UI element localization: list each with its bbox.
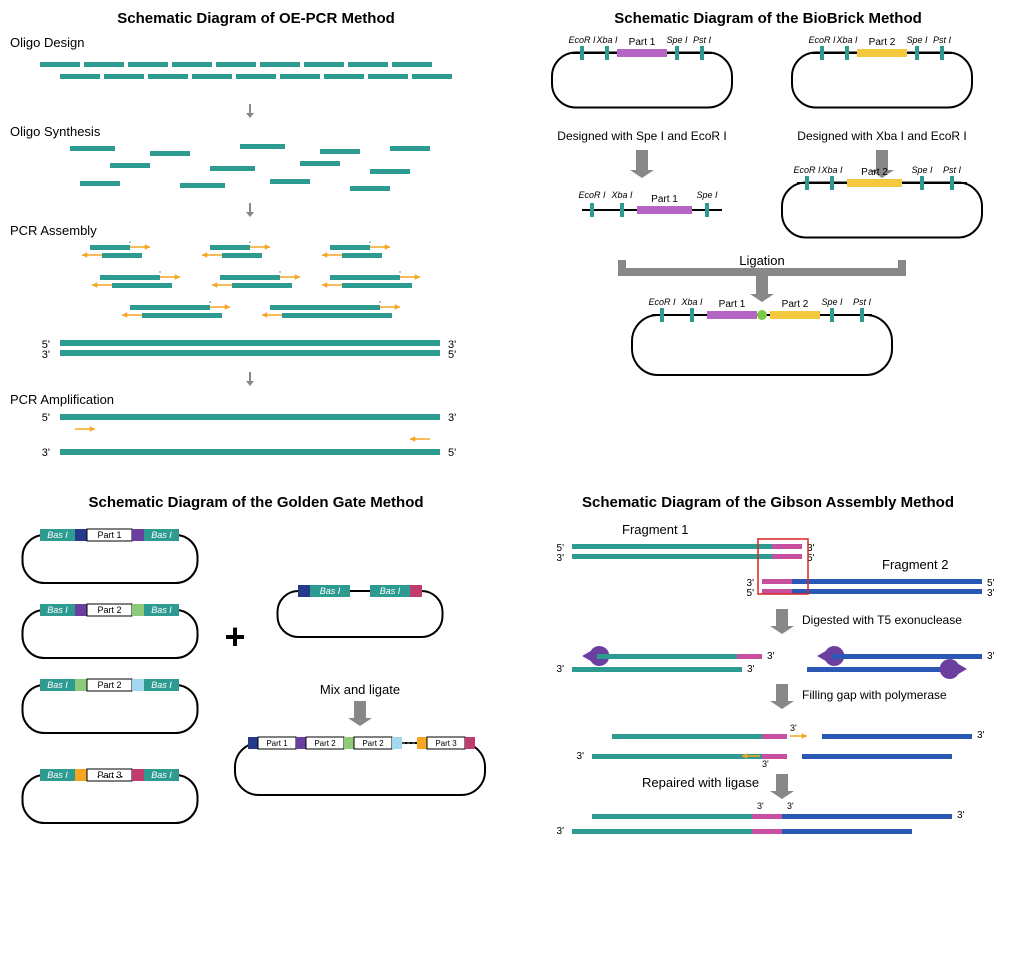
svg-text:Bas I: Bas I	[47, 530, 68, 540]
svg-text:Xba I: Xba I	[595, 35, 618, 45]
panel-title: Schematic Diagram of OE-PCR Method	[10, 10, 502, 27]
svg-text:Designed with Spe I and EcoR I: Designed with Spe I and EcoR I	[557, 129, 726, 143]
svg-text:Designed with Xba I and EcoR I: Designed with Xba I and EcoR I	[797, 129, 966, 143]
svg-text:Mix and ligate: Mix and ligate	[320, 682, 400, 697]
svg-text:3': 3'	[957, 810, 965, 821]
svg-text:Filling gap with polymerase: Filling gap with polymerase	[802, 688, 947, 702]
svg-text:Part 2: Part 2	[869, 37, 896, 48]
svg-text:3': 3'	[747, 664, 755, 675]
oligo-design-svg	[10, 52, 490, 102]
svg-text:Bas I: Bas I	[47, 605, 68, 615]
svg-text:3': 3'	[42, 447, 50, 459]
step-label: Oligo Design	[10, 35, 502, 50]
svg-text:5': 5'	[448, 349, 456, 361]
svg-text:Part 2: Part 2	[314, 739, 336, 748]
oligo-synth-svg	[10, 141, 490, 201]
svg-text:⋯⋯: ⋯⋯	[96, 768, 124, 784]
svg-text:Pst I: Pst I	[693, 35, 712, 45]
svg-text:Pst I: Pst I	[853, 297, 872, 307]
svg-text:Part 2: Part 2	[782, 299, 809, 310]
svg-text:EcoR I: EcoR I	[808, 35, 836, 45]
svg-text:Part 1: Part 1	[97, 530, 121, 540]
svg-text:Part 1: Part 1	[719, 299, 746, 310]
svg-text:Xba I: Xba I	[835, 35, 858, 45]
svg-text:Pst I: Pst I	[933, 35, 952, 45]
svg-text:Bas I: Bas I	[151, 605, 172, 615]
svg-text:3': 3'	[448, 412, 456, 424]
svg-text:Fragment 2: Fragment 2	[882, 557, 948, 572]
svg-text:Repaired with ligase: Repaired with ligase	[642, 775, 759, 790]
svg-text:3': 3'	[42, 349, 50, 361]
svg-text:3': 3'	[577, 751, 585, 762]
svg-text:Bas I: Bas I	[320, 586, 341, 596]
svg-text:Digested with T5 exonuclease: Digested with T5 exonuclease	[802, 613, 962, 627]
panel-title: Schematic Diagram of the Golden Gate Met…	[10, 494, 502, 511]
svg-text:3': 3'	[987, 651, 995, 662]
svg-text:3': 3'	[762, 759, 769, 769]
svg-text:Xba I: Xba I	[610, 190, 633, 200]
svg-text:EcoR I: EcoR I	[568, 35, 596, 45]
svg-text:Part 2: Part 2	[97, 605, 121, 615]
svg-text:EcoR I: EcoR I	[578, 190, 606, 200]
golden-gate-svg: Bas I Part 1 Bas I Bas I Part 2 Bas I Bas I Par…	[10, 519, 500, 899]
panel-title: Schematic Diagram of the Gibson Assembly…	[522, 494, 1014, 511]
svg-text:Bas I: Bas I	[47, 770, 68, 780]
svg-text:3': 3'	[790, 723, 797, 733]
biobrick-panel: Schematic Diagram of the BioBrick Method…	[522, 10, 1014, 474]
oe-pcr-panel: Schematic Diagram of OE-PCR Method Oligo…	[10, 10, 502, 474]
svg-text:5': 5'	[448, 447, 456, 459]
svg-text:EcoR I: EcoR I	[648, 297, 676, 307]
pcr-assembly-svg: 5'3'3'5'	[10, 240, 490, 370]
gibson-svg: Fragment 15'3'3'5'Fragment 23'5'5'3'Dige…	[522, 519, 1012, 929]
step-label: Oligo Synthesis	[10, 124, 502, 139]
svg-text:Spe I: Spe I	[666, 35, 688, 45]
svg-text:Part 2: Part 2	[97, 680, 121, 690]
svg-text:5': 5'	[747, 588, 755, 599]
svg-text:EcoR I: EcoR I	[793, 165, 821, 175]
svg-text:Spe I: Spe I	[911, 165, 933, 175]
svg-text:Pst I: Pst I	[943, 165, 962, 175]
svg-text:Spe I: Spe I	[696, 190, 718, 200]
svg-text:3': 3'	[557, 826, 565, 837]
svg-text:3': 3'	[557, 664, 565, 675]
gibson-panel: Schematic Diagram of the Gibson Assembly…	[522, 494, 1014, 929]
step-label: PCR Amplification	[10, 392, 502, 407]
svg-text:3': 3'	[977, 730, 985, 741]
svg-text:Spe I: Spe I	[906, 35, 928, 45]
svg-text:Part 3: Part 3	[435, 739, 457, 748]
svg-text:Spe I: Spe I	[821, 297, 843, 307]
svg-text:Xba I: Xba I	[680, 297, 703, 307]
svg-text:Xba I: Xba I	[820, 165, 843, 175]
svg-text:Bas I: Bas I	[151, 680, 172, 690]
svg-text:3': 3'	[557, 553, 565, 564]
svg-text:Part 1: Part 1	[629, 37, 656, 48]
svg-text:Fragment 1: Fragment 1	[622, 522, 688, 537]
svg-text:3': 3'	[757, 801, 764, 811]
svg-text:Part 2: Part 2	[861, 167, 888, 178]
svg-text:3': 3'	[987, 588, 995, 599]
svg-text:Bas I: Bas I	[151, 530, 172, 540]
svg-text:Part 1: Part 1	[651, 194, 678, 205]
svg-text:3': 3'	[767, 651, 775, 662]
svg-text:Part 2: Part 2	[362, 739, 384, 748]
svg-text:5': 5'	[42, 412, 50, 424]
svg-text:3': 3'	[787, 801, 794, 811]
svg-text:Bas I: Bas I	[151, 770, 172, 780]
svg-text:Bas I: Bas I	[47, 680, 68, 690]
svg-text:Ligation: Ligation	[739, 253, 785, 268]
svg-text:+: +	[224, 616, 245, 657]
svg-text:Part 1: Part 1	[266, 739, 288, 748]
pcr-amp-svg: 5' 3' 3' 5'	[10, 409, 490, 474]
panel-title: Schematic Diagram of the BioBrick Method	[522, 10, 1014, 27]
biobrick-svg: EcoR IXba ISpe IPst IPart 1EcoR IXba ISp…	[522, 35, 1012, 435]
golden-gate-panel: Schematic Diagram of the Golden Gate Met…	[10, 494, 502, 929]
svg-text:Bas I: Bas I	[380, 586, 401, 596]
step-label: PCR Assembly	[10, 223, 502, 238]
